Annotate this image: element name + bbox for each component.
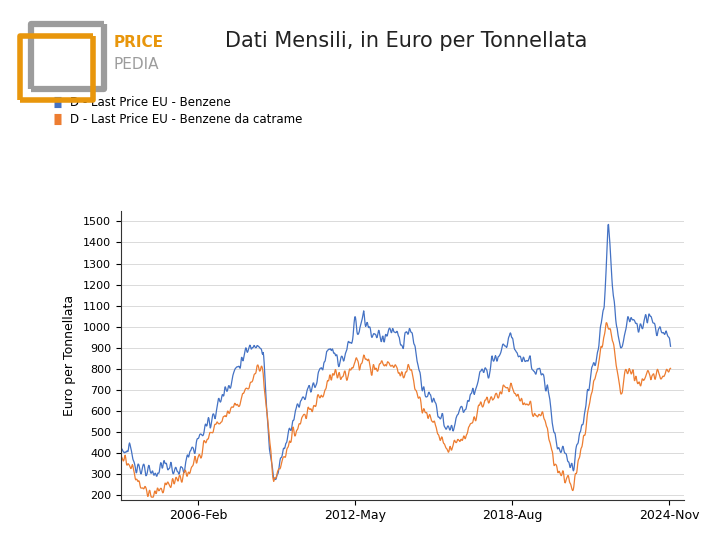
Text: PEDIA: PEDIA — [114, 57, 159, 72]
Legend: D - Last Price EU - Benzene, D - Last Price EU - Benzene da catrame: D - Last Price EU - Benzene, D - Last Pr… — [54, 95, 303, 127]
Y-axis label: Euro per Tonnellata: Euro per Tonnellata — [63, 295, 76, 416]
Line: D - Last Price EU - Benzene da catrame: D - Last Price EU - Benzene da catrame — [121, 322, 671, 497]
Line: D - Last Price EU - Benzene: D - Last Price EU - Benzene — [121, 224, 671, 480]
Text: Dati Mensili, in Euro per Tonnellata: Dati Mensili, in Euro per Tonnellata — [225, 31, 587, 51]
Text: PRICE: PRICE — [114, 34, 164, 50]
